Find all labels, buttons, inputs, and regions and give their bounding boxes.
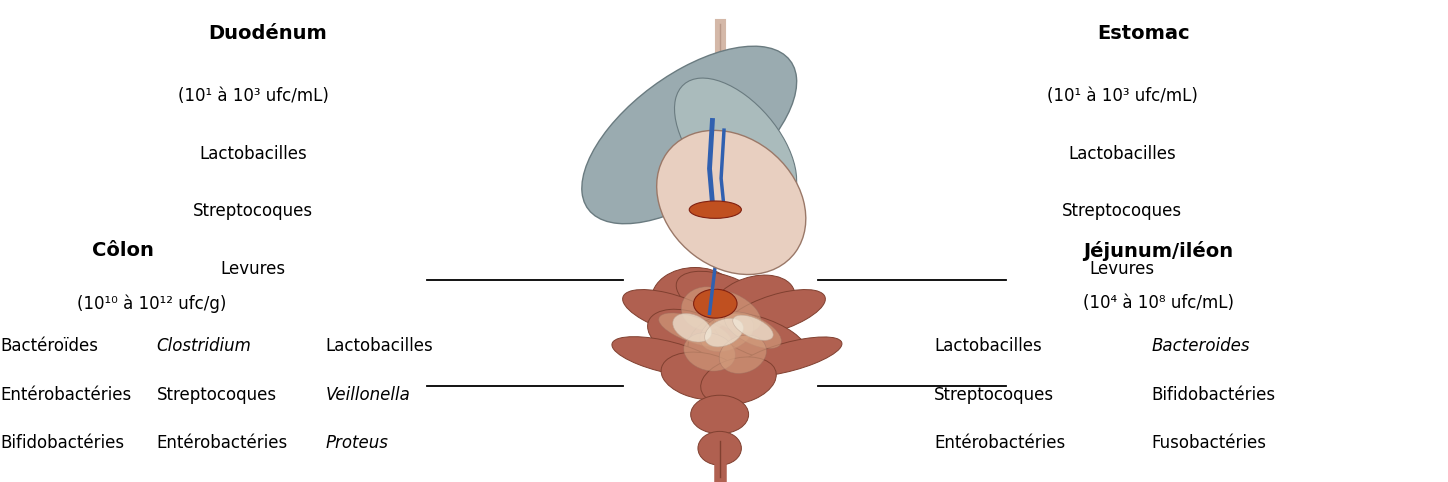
Text: Clostridium: Clostridium [156,337,252,355]
Text: Levures: Levures [1090,260,1154,278]
Ellipse shape [676,271,772,326]
Text: (10¹ à 10³ ufc/mL): (10¹ à 10³ ufc/mL) [178,87,329,105]
Text: Duodénum: Duodénum [209,24,327,43]
Text: Lactobacilles: Lactobacilles [326,337,433,355]
Ellipse shape [673,313,711,342]
Text: Lactobacilles: Lactobacilles [1069,145,1176,162]
Text: (10¹ à 10³ ufc/mL): (10¹ à 10³ ufc/mL) [1047,87,1197,105]
Ellipse shape [724,290,825,337]
Ellipse shape [737,337,841,376]
Ellipse shape [659,313,731,348]
Text: Entérobactéries: Entérobactéries [0,386,132,403]
Ellipse shape [681,287,733,330]
Text: Proteus: Proteus [326,434,388,452]
Ellipse shape [701,290,762,332]
Text: Bifidobactéries: Bifidobactéries [0,434,125,452]
Text: Fusobactéries: Fusobactéries [1151,434,1266,452]
Text: Streptocoques: Streptocoques [194,202,313,220]
Ellipse shape [714,313,807,362]
Ellipse shape [582,46,796,224]
Text: Entérobactéries: Entérobactéries [934,434,1066,452]
Ellipse shape [733,315,773,340]
Ellipse shape [662,352,743,400]
Ellipse shape [652,268,738,330]
Text: Jéjunum/iléon: Jéjunum/iléon [1083,241,1234,261]
Text: (10¹⁰ à 10¹² ufc/g): (10¹⁰ à 10¹² ufc/g) [77,294,227,312]
Ellipse shape [683,333,736,371]
Text: Entérobactéries: Entérobactéries [156,434,288,452]
Text: Lactobacilles: Lactobacilles [200,145,307,162]
Text: Estomac: Estomac [1098,24,1190,43]
Ellipse shape [694,289,737,318]
Ellipse shape [698,431,741,465]
Ellipse shape [675,78,796,211]
Ellipse shape [699,313,754,352]
Ellipse shape [688,313,769,371]
Ellipse shape [623,290,724,337]
Text: Streptocoques: Streptocoques [934,386,1054,403]
Ellipse shape [705,318,743,347]
Ellipse shape [720,335,766,374]
Text: (10⁴ à 10⁸ ufc/mL): (10⁴ à 10⁸ ufc/mL) [1083,294,1234,312]
Text: Levures: Levures [222,260,285,278]
Circle shape [689,201,741,218]
Ellipse shape [691,395,749,434]
Ellipse shape [613,336,720,377]
Text: Côlon: Côlon [93,241,153,260]
Text: Streptocoques: Streptocoques [1063,202,1182,220]
Text: Streptocoques: Streptocoques [156,386,277,403]
Ellipse shape [724,312,782,348]
Ellipse shape [647,309,737,365]
Text: Bifidobactéries: Bifidobactéries [1151,386,1276,403]
Text: Bacteroides: Bacteroides [1151,337,1250,355]
Text: Veillonella: Veillonella [326,386,411,403]
Ellipse shape [701,357,776,404]
Text: Bactéroïdes: Bactéroïdes [0,337,98,355]
Ellipse shape [657,131,805,274]
Text: Lactobacilles: Lactobacilles [934,337,1041,355]
Ellipse shape [711,275,795,332]
